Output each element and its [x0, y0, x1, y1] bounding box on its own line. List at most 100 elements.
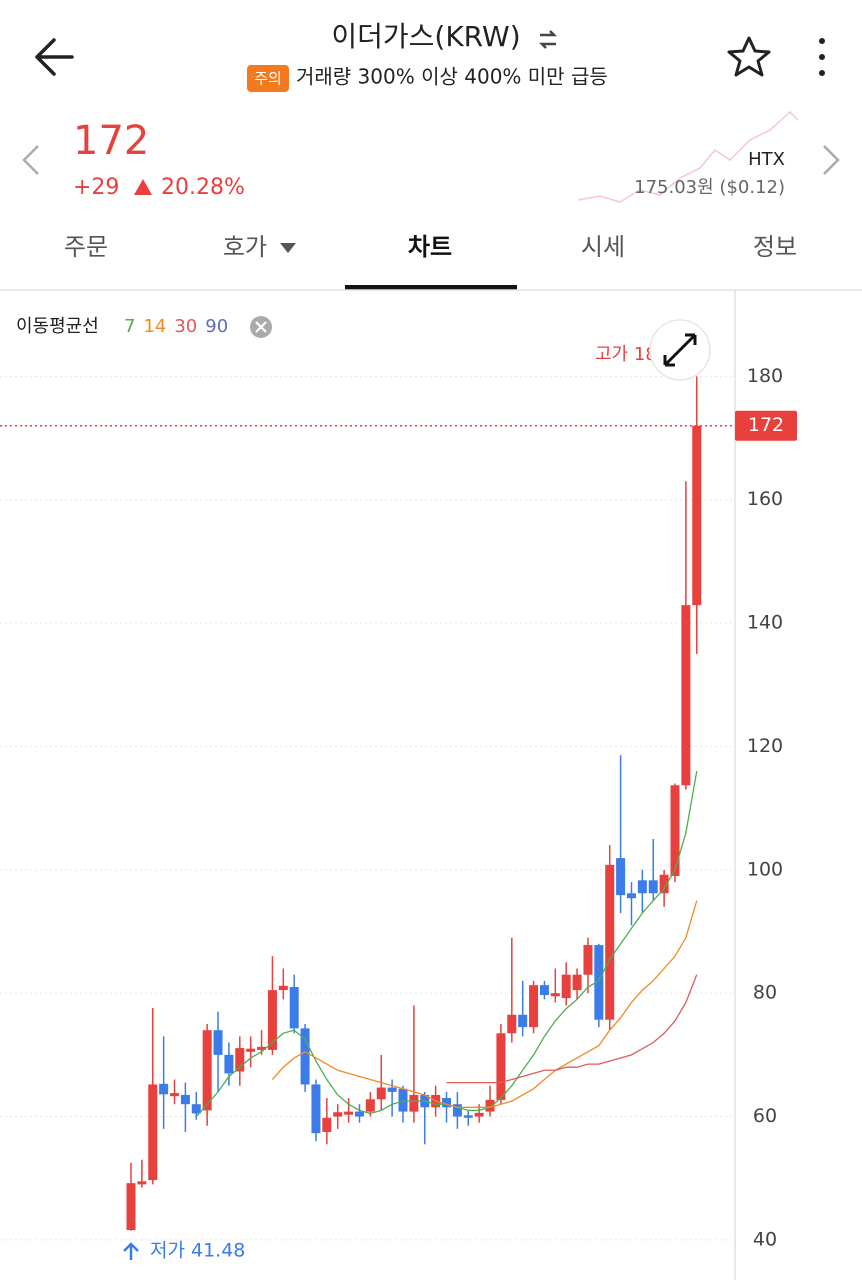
expand-button[interactable] — [649, 319, 711, 381]
candle-body — [616, 858, 626, 896]
candle-body — [333, 1112, 343, 1117]
low-label: 저가 41.48 — [150, 1240, 245, 1262]
badge-text: 주의 — [254, 70, 282, 88]
candle-body — [692, 425, 702, 606]
candle-body — [539, 985, 549, 996]
candle-body — [235, 1048, 245, 1072]
last-price-box — [735, 410, 797, 441]
candle-body — [398, 1088, 408, 1112]
candle-body — [442, 1098, 452, 1108]
tab[interactable]: 정보 — [753, 233, 797, 261]
candle-body — [496, 1033, 506, 1100]
candle-body — [648, 880, 658, 894]
sparkline — [577, 110, 799, 203]
chart: 40 60 80 100 120 140 160 180 172 — [0, 365, 797, 1250]
badge — [247, 65, 289, 92]
candle-body — [474, 1112, 484, 1117]
prev-button[interactable] — [22, 145, 39, 175]
last-price-label: 172 — [748, 414, 784, 436]
candle-body — [159, 1083, 169, 1095]
tab[interactable]: 주문 — [64, 233, 108, 261]
y-tick-label: 100 — [747, 858, 783, 880]
price-change: +29 — [73, 175, 119, 200]
low-arrow — [123, 1242, 139, 1260]
candle-body — [659, 874, 669, 894]
candle-body — [278, 985, 288, 991]
moving-average — [271, 900, 698, 1108]
legend: 7 14 30 90 — [124, 316, 228, 337]
candle-body — [387, 1087, 397, 1092]
candle-body — [507, 1014, 517, 1034]
candle-body — [191, 1104, 201, 1114]
y-tick-label: 180 — [747, 365, 783, 387]
moving-average — [446, 974, 698, 1084]
candle-body — [246, 1048, 256, 1052]
candle-body — [289, 987, 299, 1029]
next-button[interactable] — [823, 145, 840, 175]
candle-body — [463, 1115, 473, 1118]
more-button[interactable] — [819, 38, 825, 76]
y-tick-label: 40 — [753, 1228, 777, 1250]
candle-body — [518, 1014, 528, 1028]
candle-body — [681, 605, 691, 786]
candle-body — [267, 990, 277, 1050]
candle-body — [561, 974, 571, 999]
candle-body — [354, 1111, 364, 1117]
candle-body — [452, 1104, 462, 1117]
candle-body — [180, 1094, 190, 1105]
candle-body — [637, 880, 647, 894]
candle-body — [594, 945, 604, 1020]
candle-body — [257, 1046, 267, 1050]
candle-body — [605, 864, 615, 1020]
candle-body — [148, 1084, 158, 1181]
candle-body — [300, 1028, 310, 1085]
candle-body — [170, 1093, 180, 1097]
exchange: HTX — [748, 149, 785, 170]
legend-entry: 90 — [205, 316, 228, 337]
candle-body — [202, 1030, 212, 1111]
candle-body — [213, 1030, 223, 1055]
exchange-price: 175.03원 ($0.12) — [634, 177, 785, 198]
legend-entry: 30 — [174, 316, 197, 337]
tab[interactable]: 호가 — [223, 233, 267, 261]
candle-body — [311, 1084, 321, 1134]
candle-body — [529, 985, 539, 1028]
alert: 거래량 300% 이상 400% 미만 급등 — [296, 65, 608, 89]
candle-body — [224, 1054, 234, 1074]
legend-entry: 7 — [124, 316, 135, 337]
back-button[interactable] — [35, 38, 74, 76]
price: 172 — [73, 118, 149, 164]
candle-body — [626, 893, 636, 899]
candle-body — [322, 1117, 332, 1132]
tab-indicator — [345, 285, 517, 290]
tab-active[interactable]: 차트 — [408, 233, 452, 261]
candle-body — [550, 993, 560, 997]
candle-body — [376, 1087, 386, 1100]
candle-body — [572, 974, 582, 991]
candle-body — [365, 1099, 375, 1112]
legend-label: 이동평균선 — [16, 316, 99, 337]
swap-icon[interactable] — [538, 30, 558, 49]
y-tick-label: 120 — [747, 735, 783, 757]
y-tick-label: 160 — [747, 488, 783, 510]
candle-body — [344, 1111, 354, 1115]
candle-body — [485, 1099, 495, 1112]
favorite-button[interactable] — [727, 36, 771, 77]
price-change-pct: 20.28% — [161, 175, 245, 200]
tab[interactable]: 시세 — [581, 233, 625, 261]
legend-entry: 14 — [143, 316, 166, 337]
candle-body — [126, 1183, 136, 1231]
y-tick-label: 60 — [753, 1105, 777, 1127]
dropdown-icon — [280, 243, 296, 253]
candle-body — [409, 1094, 419, 1112]
up-triangle — [134, 179, 152, 195]
candle-body — [583, 945, 593, 975]
y-tick-label: 80 — [753, 982, 777, 1004]
candle-body — [137, 1181, 147, 1185]
y-tick-label: 140 — [747, 612, 783, 634]
close-legend[interactable] — [250, 316, 272, 338]
title: 이더가스(KRW) — [331, 20, 520, 53]
